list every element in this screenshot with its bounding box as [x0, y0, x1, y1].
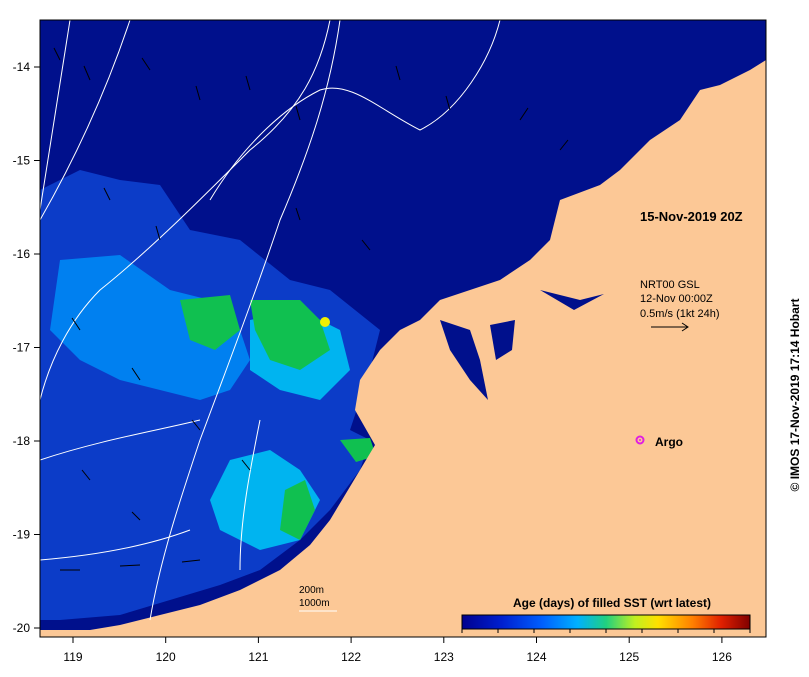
y-tick-label: -18	[13, 434, 31, 448]
contour-200m-e	[40, 529, 191, 561]
bay-inlet-east	[490, 320, 515, 360]
copyright-label: © IMOS 17-Nov-2019 17:14 Hobart	[788, 299, 802, 492]
colorbar-label: 1	[603, 636, 609, 648]
argo-float-marker[interactable]	[635, 435, 645, 445]
coastal-inlet	[540, 290, 604, 310]
colorbar-label: 1.25	[631, 636, 652, 648]
y-tick-label: -15	[13, 154, 31, 168]
contour-200m-c	[239, 419, 261, 571]
y-axis: -14 -15 -16 -17 -18 -19 -20	[13, 60, 40, 635]
x-tick-label: 123	[434, 650, 454, 664]
y-tick-label: -14	[13, 60, 31, 74]
colorbar-label: 0.5	[526, 636, 541, 648]
age-1-region-west	[180, 295, 240, 350]
x-tick-label: 119	[63, 650, 82, 664]
x-tick-label: 126	[712, 650, 732, 664]
colorbar-label: 0.25	[487, 636, 508, 648]
contour-label-200m: 200m	[299, 585, 324, 596]
plot-frame	[39, 19, 767, 638]
date-label: 15-Nov-2019 20Z	[640, 209, 743, 224]
contour-label-1000m: 1000m	[299, 598, 330, 609]
x-tick-label: 125	[619, 650, 639, 664]
age-05-region-west	[50, 255, 250, 400]
contour-1000m	[149, 20, 341, 621]
contour-offshore-2	[40, 20, 131, 221]
y-tick-label: -16	[13, 247, 31, 261]
colorbar: Age (days) of filled SST (wrt latest) 0 0…	[459, 596, 753, 648]
current-legend: NRT00 GSL 12-Nov 00:00Z 0.5m/s (1kt 24h)	[640, 279, 719, 332]
current-legend-line2: 12-Nov 00:00Z	[640, 293, 713, 305]
contour-offshore	[40, 20, 71, 211]
age-1-region-coast	[340, 438, 376, 462]
y-tick-label: -17	[13, 341, 31, 355]
current-legend-arrowhead	[681, 322, 689, 332]
colorbar-label: 0	[459, 636, 465, 648]
land-mass	[40, 60, 766, 637]
contour-200m-b	[209, 20, 501, 201]
y-tick-label: -19	[13, 528, 31, 542]
argo-label: Argo	[655, 435, 683, 449]
contours	[40, 20, 501, 621]
x-tick-label: 122	[341, 650, 361, 664]
plot-area: Argo 15-Nov-2019 20Z NRT00 GSL 12-Nov 00…	[40, 20, 766, 648]
current-legend-line1: NRT00 GSL	[640, 279, 700, 291]
age-125-spot	[320, 317, 330, 327]
contour-legend: 200m 1000m	[299, 585, 337, 612]
sst-age-patches	[40, 170, 492, 620]
bay-inlet	[440, 320, 488, 400]
current-vectors	[53, 47, 569, 571]
contour-200m-a	[40, 20, 331, 401]
x-tick-label: 124	[526, 650, 546, 664]
y-tick-label: -20	[13, 621, 31, 635]
current-legend-line3: 0.5m/s (1kt 24h)	[640, 308, 719, 320]
x-tick-label: 120	[156, 650, 176, 664]
colorbar-label: 2	[747, 636, 753, 648]
colorbar-title: Age (days) of filled SST (wrt latest)	[513, 596, 711, 610]
x-tick-label: 121	[248, 650, 268, 664]
age-1-region-south	[280, 480, 315, 540]
colorbar-label: 0.75	[559, 636, 580, 648]
colorbar-gradient	[461, 614, 751, 630]
contour-200m-d	[40, 419, 201, 461]
age-1-region-north	[250, 300, 330, 370]
x-axis: 119 120 121 122 123 124 125 126	[63, 637, 732, 664]
colorbar-label: 1.5	[670, 636, 685, 648]
